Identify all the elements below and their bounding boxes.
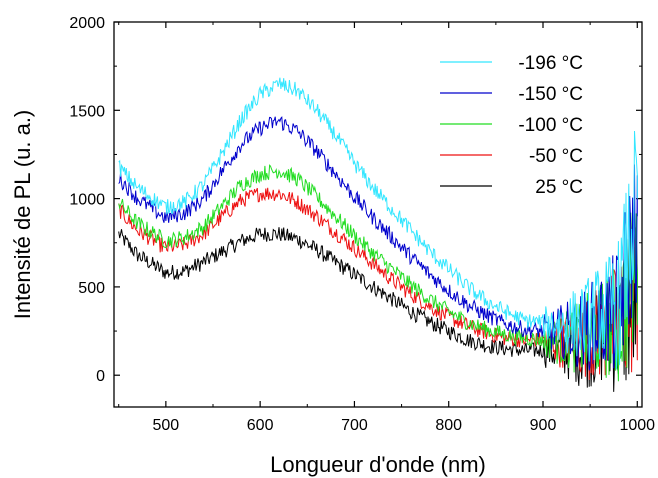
y-tick-label: 1000 [69,192,105,209]
x-tick-label: 1000 [619,417,655,434]
axis-ticks [114,21,642,407]
x-tick-label: 600 [247,417,274,434]
legend: -196 °C -150 °C -100 °C -50 °C 25 °C [440,53,583,198]
legend-label: 25 °C [535,177,583,198]
plot-frame [113,21,643,408]
y-tick-label: 1500 [69,103,105,120]
legend-label: -100 °C [518,115,583,136]
x-tick-label: 900 [530,417,557,434]
series-line [118,187,638,381]
series-line [118,116,638,371]
x-tick-label: 500 [153,417,180,434]
y-tick-label: 0 [96,368,105,385]
plot-area [118,77,638,392]
legend-label: -50 °C [529,146,583,167]
legend-label: -196 °C [518,53,583,74]
series-line [118,227,638,392]
x-tick-label: 800 [435,417,462,434]
x-tick-label: 700 [341,417,368,434]
x-axis-title: Longueur d'onde (nm) [270,452,486,477]
legend-label: -150 °C [518,84,583,105]
series-line [118,77,638,370]
tick-labels: 500 600 700 800 900 1000 0 500 1000 1500 2000 [69,15,655,434]
y-tick-label: 2000 [69,15,105,32]
y-axis-title: Intensité de PL (u. a.) [10,110,35,320]
y-tick-label: 500 [78,280,105,297]
